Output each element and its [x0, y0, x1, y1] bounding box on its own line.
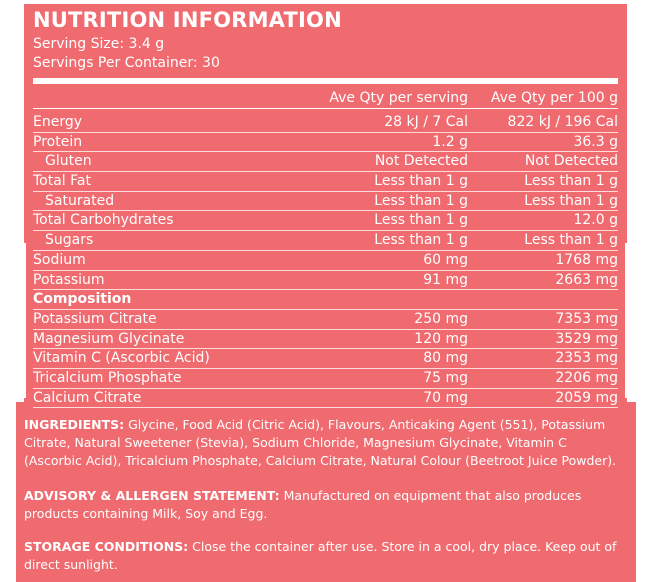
per-100g-value: 2059 mg [555, 389, 618, 406]
per-100g-value: 822 kJ / 196 Cal [507, 114, 618, 130]
per-100g-value: Less than 1 g [524, 173, 618, 190]
advisory-text: Manufactured on equipment that also prod… [24, 488, 582, 521]
nutrient-name: Energy [33, 114, 83, 130]
per-serving-value: 80 mg [423, 350, 468, 367]
table-row: Saturated Less than 1 g Less than 1 g [33, 192, 618, 212]
nutrient-name: Total Fat [33, 173, 91, 190]
column-header-per-100g: Ave Qty per 100 g [490, 90, 618, 106]
nutrient-name: Calcium Citrate [33, 389, 142, 406]
per-serving-value: 60 mg [423, 251, 468, 268]
servings-per-container: Servings Per Container: 30 [33, 55, 220, 71]
ingredients-text: Glycine, Food Acid (Citric Acid), Flavou… [24, 417, 617, 468]
per-serving-value: 70 mg [423, 389, 468, 406]
nutrient-name: Protein [33, 133, 83, 150]
table-row: Sodium 60 mg 1768 mg [33, 251, 618, 271]
per-serving-value: Less than 1 g [374, 192, 468, 209]
nutrient-name: Tricalcium Phosphate [33, 369, 182, 386]
nutrient-name: Magnesium Glycinate [33, 330, 185, 347]
per-serving-value: 1.2 g [432, 133, 468, 150]
table-row: Potassium 91 mg 2663 mg [33, 271, 618, 291]
per-serving-value: 28 kJ / 7 Cal [384, 114, 468, 130]
per-serving-value: Less than 1 g [374, 232, 468, 249]
table-row: Tricalcium Phosphate 75 mg 2206 mg [33, 369, 618, 389]
nutrient-name: Potassium [33, 271, 105, 288]
table-row: Magnesium Glycinate 120 mg 3529 mg [33, 330, 618, 350]
advisory-statement: ADVISORY & ALLERGEN STATEMENT: Manufactu… [24, 487, 624, 523]
nutrient-name: Gluten [45, 153, 92, 170]
table-header: Ave Qty per serving Ave Qty per 100 g [33, 88, 618, 109]
per-100g-value: 1768 mg [555, 251, 618, 268]
table-row: Composition [33, 290, 618, 310]
per-100g-value: 36.3 g [573, 133, 618, 150]
nutrition-panel [24, 4, 627, 404]
per-100g-value: 3529 mg [555, 330, 618, 347]
per-100g-value: 2206 mg [555, 369, 618, 386]
per-100g-value: 2663 mg [555, 271, 618, 288]
table-row: Protein 1.2 g 36.3 g [33, 133, 618, 153]
nutrient-name: Composition [33, 291, 132, 308]
nutrient-name: Sugars [45, 232, 94, 249]
per-100g-value: 7353 mg [555, 310, 618, 327]
per-serving-value: 91 mg [423, 271, 468, 288]
storage-statement: STORAGE CONDITIONS: Close the container … [24, 538, 624, 574]
per-100g-value: Less than 1 g [524, 232, 618, 249]
storage-label: STORAGE CONDITIONS: [24, 539, 189, 554]
per-100g-value: Not Detected [524, 153, 618, 170]
table-row: Total Fat Less than 1 g Less than 1 g [33, 172, 618, 192]
serving-size: Serving Size: 3.4 g [33, 36, 165, 52]
table-row: Potassium Citrate 250 mg 7353 mg [33, 310, 618, 330]
panel-title: NUTRITION INFORMATION [33, 8, 342, 32]
per-100g-value: Less than 1 g [524, 192, 618, 209]
panel-divider-right [625, 243, 627, 398]
nutrition-table: Ave Qty per serving Ave Qty per 100 g En… [33, 88, 618, 409]
storage-text: Close the container after use. Store in … [24, 539, 617, 572]
table-row: Sugars Less than 1 g Less than 1 g [33, 231, 618, 251]
per-serving-value: 250 mg [414, 310, 468, 327]
table-row: Gluten Not Detected Not Detected [33, 152, 618, 173]
per-serving-value: Not Detected [374, 153, 468, 170]
advisory-label: ADVISORY & ALLERGEN STATEMENT: [24, 488, 280, 503]
per-100g-value: 2353 mg [555, 350, 618, 367]
table-row: Total Carbohydrates Less than 1 g 12.0 g [33, 211, 618, 232]
per-serving-value: 75 mg [423, 369, 468, 386]
ingredients-label: INGREDIENTS: [24, 417, 125, 432]
per-serving-value: Less than 1 g [374, 173, 468, 190]
per-serving-value: Less than 1 g [374, 212, 468, 229]
nutrient-name: Vitamin C (Ascorbic Acid) [33, 350, 210, 367]
statements-panel [16, 402, 636, 582]
table-row: Energy 28 kJ / 7 Cal 822 kJ / 196 Cal [33, 113, 618, 133]
ingredients-statement: INGREDIENTS: Glycine, Food Acid (Citric … [24, 416, 624, 470]
nutrient-name: Saturated [45, 192, 115, 209]
table-row: Vitamin C (Ascorbic Acid) 80 mg 2353 mg [33, 349, 618, 369]
column-header-per-serving: Ave Qty per serving [329, 90, 468, 106]
table-row: Calcium Citrate 70 mg 2059 mg [33, 389, 618, 409]
thick-rule [33, 78, 618, 84]
per-100g-value: 12.0 g [573, 212, 618, 229]
nutrient-name: Sodium [33, 251, 86, 268]
nutrient-name: Total Carbohydrates [33, 212, 174, 229]
panel-divider-left [24, 243, 26, 398]
nutrient-name: Potassium Citrate [33, 310, 157, 327]
per-serving-value: 120 mg [414, 330, 468, 347]
